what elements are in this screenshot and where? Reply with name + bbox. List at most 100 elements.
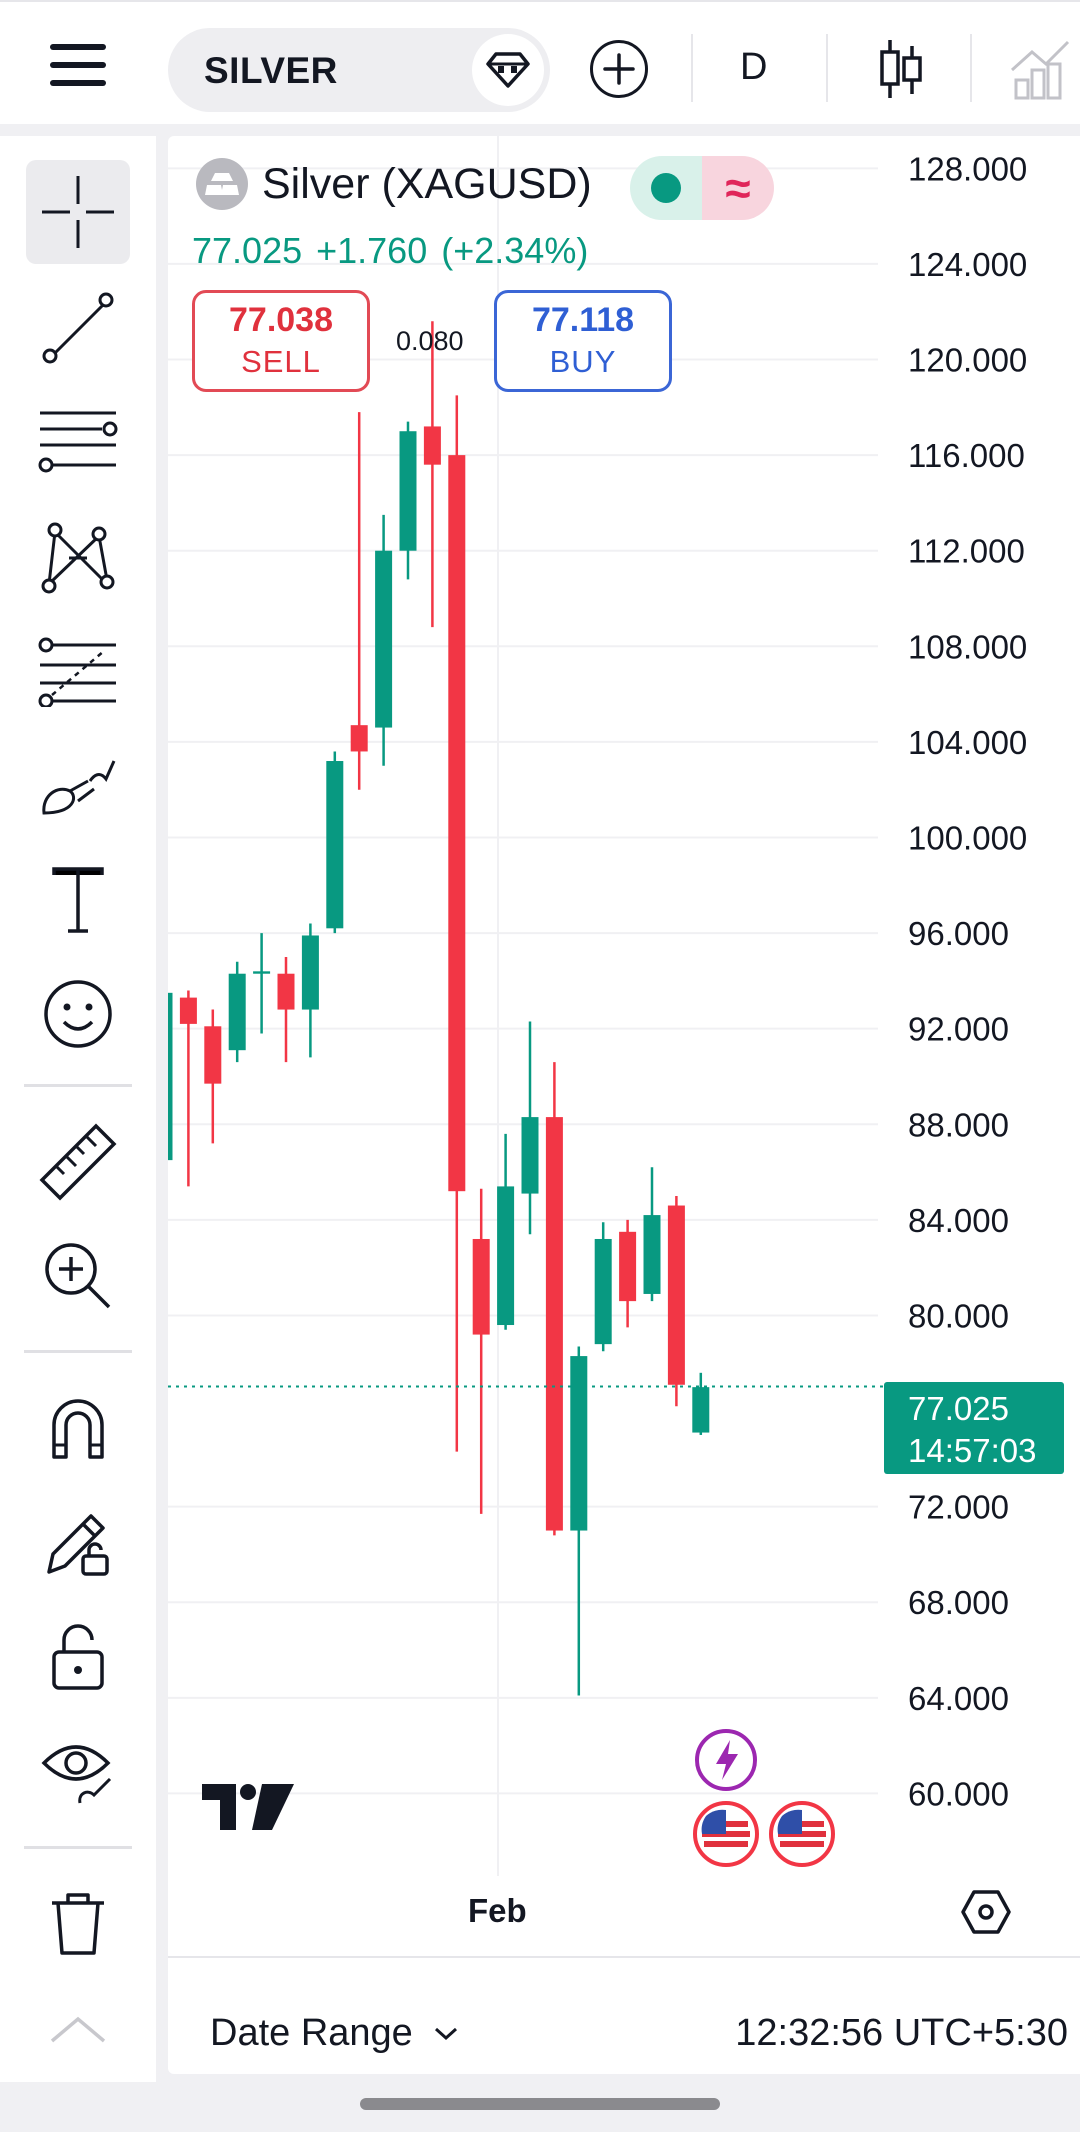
- toolbar-divider: [24, 1350, 132, 1353]
- sell-price: 77.038: [229, 301, 333, 339]
- y-tick-label: 96.000: [908, 915, 1009, 952]
- zoom-in-icon[interactable]: [26, 1224, 130, 1328]
- y-tick-label: 92.000: [908, 1011, 1009, 1048]
- chevron-up-icon[interactable]: [26, 1996, 130, 2066]
- magnet-icon[interactable]: [26, 1376, 130, 1480]
- candle-body: [399, 431, 417, 551]
- toolbar-divider: [24, 1846, 132, 1849]
- toolbar-divider: [826, 34, 828, 102]
- timezone-clock[interactable]: 12:32:56 UTC+5:30: [735, 2012, 1068, 2054]
- candle-body: [168, 992, 173, 1161]
- toolbar-divider: [691, 34, 693, 102]
- bar-countdown: 14:57:03: [908, 1432, 1037, 1469]
- smiley-icon[interactable]: [26, 962, 130, 1066]
- ruler-icon[interactable]: [26, 1110, 130, 1214]
- y-tick-label: 68.000: [908, 1584, 1009, 1621]
- candle-body: [423, 426, 441, 465]
- price-change-percent: (+2.34%): [441, 230, 589, 271]
- compare-icon[interactable]: [1010, 38, 1070, 105]
- chevron-down-icon: [434, 2027, 457, 2040]
- us-flag-event-icon[interactable]: [692, 1800, 760, 1868]
- time-axis-label: Feb: [468, 1892, 527, 1929]
- market-status-pill[interactable]: ≈: [630, 156, 774, 220]
- candle-body: [521, 1117, 539, 1194]
- candle-body: [643, 1215, 661, 1294]
- y-tick-label: 104.000: [908, 724, 1027, 761]
- y-tick-label: 80.000: [908, 1297, 1009, 1334]
- candle-body: [253, 971, 271, 974]
- lock-icon[interactable]: [26, 1604, 130, 1708]
- symbol-search-button[interactable]: SILVER: [168, 28, 550, 112]
- interval-button[interactable]: D: [740, 46, 768, 88]
- brush-icon[interactable]: [26, 734, 130, 838]
- bottom-divider: [168, 1956, 1080, 1958]
- gem-icon[interactable]: [472, 34, 544, 106]
- candle-body: [692, 1387, 710, 1433]
- pattern-icon[interactable]: [26, 506, 130, 610]
- y-tick-label: 64.000: [908, 1680, 1009, 1717]
- y-tick-label: 84.000: [908, 1202, 1009, 1239]
- last-price-value: 77.025: [908, 1390, 1009, 1427]
- candle-body: [179, 997, 197, 1024]
- symbol-name: Silver (XAGUSD): [262, 159, 592, 208]
- trash-icon[interactable]: [26, 1872, 130, 1976]
- candles-icon[interactable]: [878, 38, 924, 105]
- candle-body: [667, 1205, 685, 1385]
- trend-line-icon[interactable]: [26, 276, 130, 380]
- date-range-button[interactable]: Date Range: [210, 2012, 459, 2055]
- sell-button[interactable]: 77.038 SELL: [192, 290, 370, 392]
- candle-body: [228, 973, 246, 1051]
- date-range-label: Date Range: [210, 2012, 413, 2054]
- y-tick-label: 72.000: [908, 1489, 1009, 1526]
- y-tick-label: 100.000: [908, 819, 1027, 856]
- buy-button[interactable]: 77.118 BUY: [494, 290, 672, 392]
- symbol-label: SILVER: [204, 50, 338, 91]
- us-flag-event-icon[interactable]: [768, 1800, 836, 1868]
- y-tick-label: 116.000: [908, 437, 1025, 474]
- delayed-data-icon: ≈: [702, 156, 774, 220]
- tradingview-logo-icon[interactable]: [202, 1784, 294, 1837]
- y-tick-label: 108.000: [908, 628, 1027, 665]
- candle-body: [545, 1117, 563, 1531]
- candle-body: [204, 1026, 222, 1084]
- price-change: +1.760: [316, 230, 428, 271]
- candle-body: [448, 455, 466, 1192]
- y-tick-label: 60.000: [908, 1775, 1009, 1812]
- last-price: 77.025: [192, 230, 303, 271]
- toolbar-divider: [24, 1084, 132, 1087]
- settings-hexagon-icon[interactable]: [956, 1882, 1016, 1942]
- drawing-toolbar: [0, 136, 156, 2082]
- candle-body: [375, 550, 393, 728]
- candle-body: [570, 1356, 588, 1531]
- legend-title[interactable]: Silver (XAGUSD): [196, 158, 592, 210]
- fib-retracement-icon[interactable]: [26, 620, 130, 724]
- lightning-event-icon[interactable]: [694, 1728, 758, 1792]
- legend-values: 77.025 +1.760 (+2.34%): [192, 230, 602, 272]
- candle-body: [619, 1231, 637, 1302]
- candle-body: [277, 973, 295, 1010]
- buy-label: BUY: [549, 344, 617, 379]
- price-chart[interactable]: 128.000 124.000 120.000 116.000 112.000 108.0…: [168, 136, 1080, 1876]
- toolbar-divider: [970, 34, 972, 102]
- eye-icon[interactable]: [26, 1718, 130, 1822]
- buy-price: 77.118: [531, 301, 635, 339]
- horizontal-lines-icon[interactable]: [26, 390, 130, 494]
- candle-body: [301, 935, 319, 1010]
- sell-label: SELL: [241, 344, 321, 379]
- menu-icon[interactable]: [40, 40, 118, 92]
- y-tick-label: 124.000: [908, 246, 1027, 283]
- candle-body: [472, 1238, 490, 1335]
- silver-bars-icon: [196, 158, 248, 210]
- candle-body: [350, 725, 368, 752]
- y-tick-label: 112.000: [908, 533, 1025, 570]
- home-indicator[interactable]: [360, 2098, 720, 2110]
- pencil-lock-icon[interactable]: [26, 1490, 130, 1594]
- plus-icon[interactable]: [590, 40, 648, 98]
- last-price-label: 77.025 14:57:03: [884, 1382, 1064, 1474]
- text-icon[interactable]: [26, 848, 130, 952]
- chart-panel[interactable]: 128.000 124.000 120.000 116.000 112.000 108.0…: [168, 136, 1080, 2074]
- market-open-icon: [630, 156, 702, 220]
- crosshair-icon[interactable]: [26, 160, 130, 264]
- y-tick-label: 120.000: [908, 342, 1027, 379]
